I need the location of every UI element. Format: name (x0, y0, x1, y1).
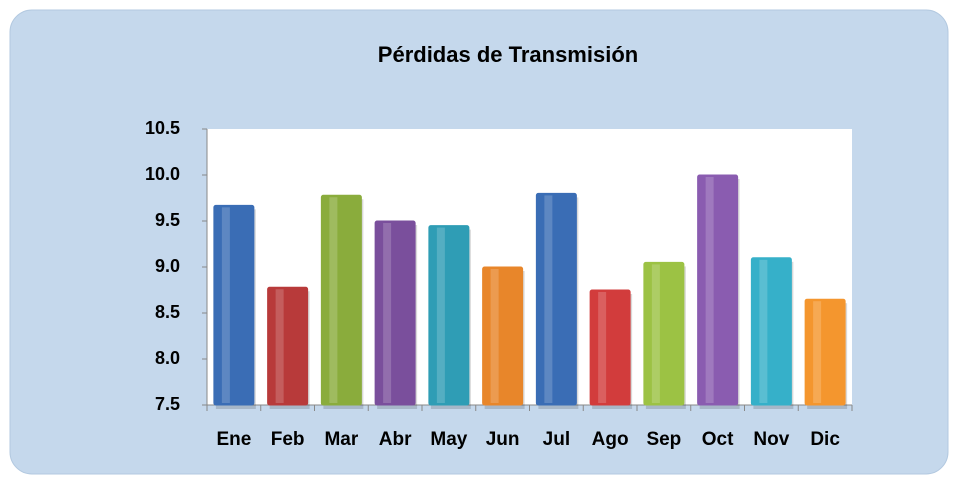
x-tick-label: Ago (592, 429, 629, 450)
bar (320, 194, 362, 406)
bar-highlight (329, 197, 338, 403)
bar-highlight (759, 259, 768, 403)
bar-highlight (813, 301, 822, 403)
bar (428, 225, 470, 406)
bar (482, 266, 524, 406)
bar-highlight (221, 207, 230, 403)
bar (750, 257, 792, 406)
bar-highlight (275, 289, 284, 403)
x-tick-label: Mar (324, 429, 358, 450)
y-tick-label: 10.0 (145, 164, 180, 184)
bar (804, 298, 846, 406)
y-tick-label: 9.0 (155, 256, 180, 276)
x-tick-label: Jul (543, 429, 570, 450)
bar-highlight (490, 269, 499, 403)
y-tick-label: 8.5 (155, 302, 180, 322)
y-tick-label: 8.0 (155, 348, 180, 368)
bar (267, 286, 309, 406)
bar (535, 192, 577, 406)
bar-highlight (651, 264, 660, 403)
x-tick-label: May (430, 429, 467, 450)
bar (374, 220, 416, 406)
bar-highlight (436, 227, 445, 403)
y-tick-label: 9.5 (155, 210, 180, 230)
bar (589, 289, 631, 406)
bar (213, 204, 255, 406)
bar-highlight (383, 223, 392, 403)
y-tick-label: 7.5 (155, 394, 180, 414)
x-tick-label: Jun (486, 429, 520, 450)
bar (643, 261, 685, 406)
bar-highlight (598, 292, 607, 403)
bar (697, 174, 739, 406)
y-tick-label: 10.5 (145, 118, 180, 138)
x-tick-label: Sep (646, 429, 681, 450)
x-tick-label: Oct (702, 429, 734, 450)
x-tick-label: Abr (379, 429, 412, 450)
x-tick-label: Feb (271, 429, 305, 450)
bar-highlight (544, 195, 553, 403)
chart-title: Pérdidas de Transmisión (378, 42, 638, 67)
bar-highlight (705, 177, 714, 403)
x-tick-label: Nov (753, 429, 789, 450)
plot-area (207, 129, 852, 405)
x-tick-label: Dic (810, 429, 840, 450)
x-tick-label: Ene (216, 429, 251, 450)
